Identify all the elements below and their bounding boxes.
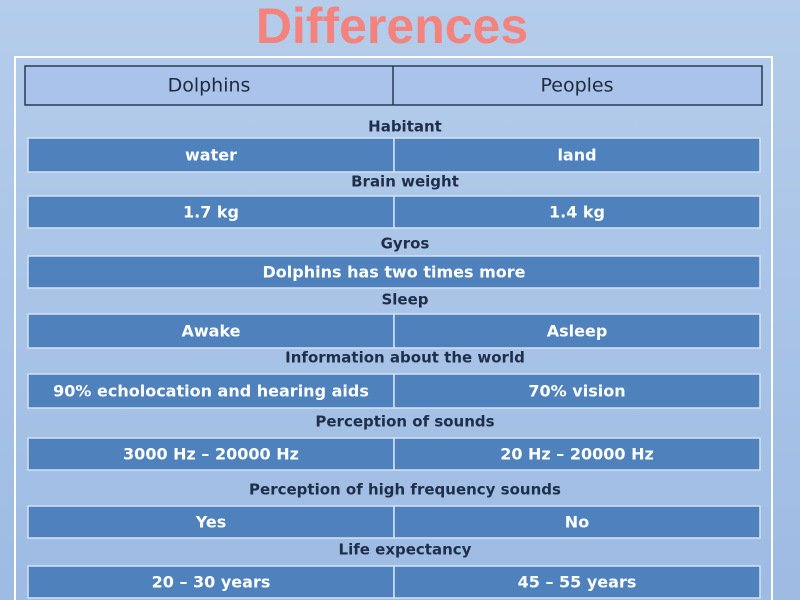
slide-title: Differences [256,0,528,54]
sections: Habitant water land Brain weight 1.7 kg 1.4 k… [27,118,761,599]
table-cell [27,255,761,289]
column-header: Dolphins [168,75,251,97]
table-cell [393,373,761,409]
section-heading: Habitant [368,118,442,136]
table-cell [393,137,761,173]
cell-text: 3000 Hz – 20000 Hz [123,445,299,464]
cell-text: 1.7 kg [183,203,239,222]
table-cell [393,195,761,229]
table-cell [393,505,761,539]
table-cell [393,565,761,599]
table-cell [27,137,395,173]
cell-text: 20 – 30 years [152,573,271,592]
section-heading: Brain weight [351,173,459,191]
section-heading: Perception of high frequency sounds [249,481,561,499]
table-cell [27,565,395,599]
section-heading: Gyros [381,235,430,253]
cell-text: No [565,513,589,532]
section-heading: Life expectancy [339,541,472,559]
cell-text: 45 – 55 years [518,573,637,592]
column-header: Peoples [540,75,613,97]
cell-text: 20 Hz – 20000 Hz [500,445,654,464]
section-heading: Information about the world [285,349,525,367]
cell-text: 70% vision [528,382,625,401]
cell-text: 90% echolocation and hearing aids [53,382,369,401]
cell-text: Awake [181,322,240,341]
section-heading: Sleep [381,291,428,309]
table-cell [27,505,395,539]
cell-text: Yes [195,513,227,532]
table-frame [14,56,773,600]
cell-text: Dolphins has two times more [263,263,526,282]
cell-text: water [185,146,237,165]
cell-text: 1.4 kg [549,203,605,222]
section-heading: Perception of sounds [315,413,494,431]
table-cell [393,437,761,471]
cell-text: Asleep [547,322,608,341]
cell-text: land [557,146,596,165]
table-cell [27,195,395,229]
table-cell [393,313,761,349]
